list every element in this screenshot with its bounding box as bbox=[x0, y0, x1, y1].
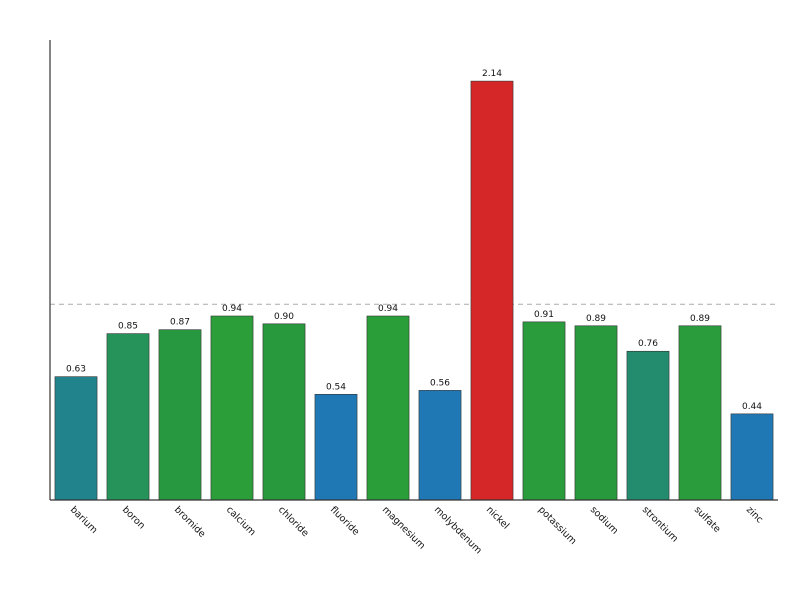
x-tick-label-zinc: zinc bbox=[744, 504, 765, 525]
value-label-potassium: 0.91 bbox=[534, 310, 554, 320]
bar-molybdenum bbox=[418, 390, 462, 501]
value-label-bromide: 0.87 bbox=[170, 318, 190, 328]
value-label-molybdenum: 0.56 bbox=[430, 378, 450, 388]
x-tick-label-magnesium: magnesium bbox=[380, 504, 427, 551]
value-label-boron: 0.85 bbox=[118, 322, 138, 332]
bar-strontium bbox=[626, 350, 670, 501]
x-tick-label-boron: boron bbox=[120, 504, 147, 531]
bar-boron bbox=[106, 333, 150, 501]
value-label-nickel: 2.14 bbox=[482, 69, 502, 79]
x-tick-label-calcium: calcium bbox=[224, 504, 258, 538]
value-label-magnesium: 0.94 bbox=[378, 304, 398, 314]
x-tick-labels-layer: barium boron bromide calcium chloride fluorid… bbox=[68, 504, 765, 556]
bar-barium bbox=[54, 376, 98, 501]
bar-sodium bbox=[574, 325, 618, 501]
value-label-zinc: 0.44 bbox=[742, 402, 762, 412]
value-label-fluoride: 0.54 bbox=[326, 382, 346, 392]
bar-nickel bbox=[470, 80, 514, 501]
value-label-sodium: 0.89 bbox=[586, 314, 606, 324]
bar-bromide bbox=[158, 329, 202, 501]
bar-zinc bbox=[730, 413, 774, 501]
x-tick-label-molybdenum: molybdenum bbox=[432, 504, 484, 556]
value-label-strontium: 0.76 bbox=[638, 339, 658, 349]
x-tick-label-sulfate: sulfate bbox=[692, 504, 723, 535]
value-label-calcium: 0.94 bbox=[222, 304, 242, 314]
value-label-sulfate: 0.89 bbox=[690, 314, 710, 324]
bar-fluoride bbox=[314, 393, 358, 501]
bar-chloride bbox=[262, 323, 306, 501]
bar-calcium bbox=[210, 315, 254, 501]
bar-magnesium bbox=[366, 315, 410, 501]
x-tick-label-strontium: strontium bbox=[640, 504, 680, 544]
x-tick-label-chloride: chloride bbox=[276, 504, 311, 539]
x-tick-label-potassium: potassium bbox=[536, 504, 579, 547]
value-label-chloride: 0.90 bbox=[274, 312, 294, 322]
x-tick-label-barium: barium bbox=[68, 504, 100, 536]
value-label-barium: 0.63 bbox=[66, 365, 86, 375]
x-tick-label-nickel: nickel bbox=[484, 504, 511, 531]
bar-potassium bbox=[522, 321, 566, 501]
bar-sulfate bbox=[678, 325, 722, 501]
x-tick-label-bromide: bromide bbox=[172, 504, 208, 540]
value-labels-layer: 0.63 0.85 0.87 0.94 0.90 0.54 0.94 0.56 2.14 0.91… bbox=[66, 69, 762, 412]
x-tick-label-sodium: sodium bbox=[588, 504, 620, 536]
x-tick-label-fluoride: fluoride bbox=[328, 504, 362, 538]
bars-layer bbox=[54, 80, 774, 501]
